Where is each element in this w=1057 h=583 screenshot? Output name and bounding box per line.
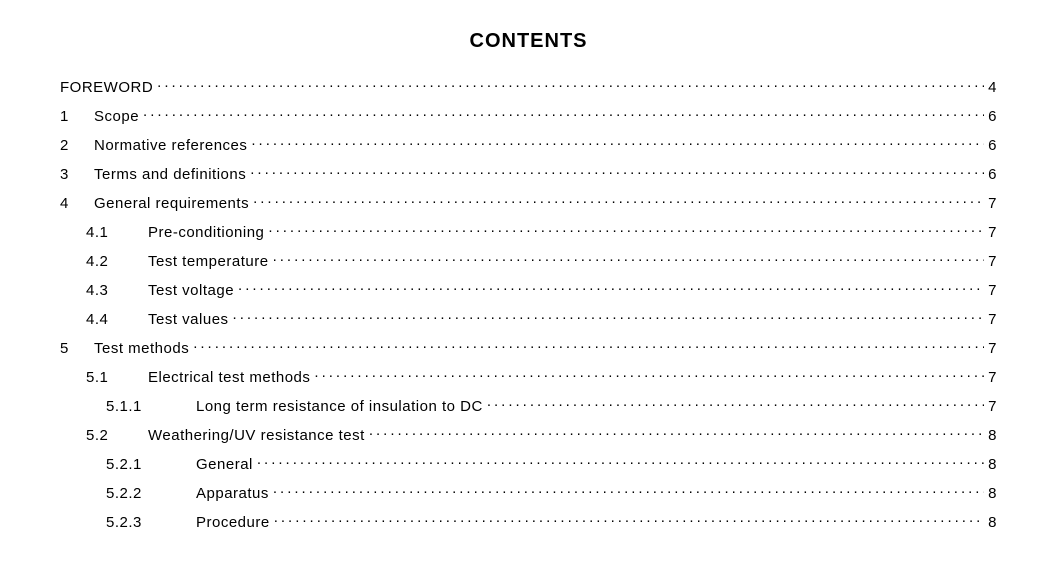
- toc-entry-label: Procedure: [196, 514, 274, 531]
- toc-leader-dots: [193, 338, 984, 353]
- toc-leader-dots: [273, 251, 985, 266]
- toc-entry-page: 6: [984, 137, 997, 154]
- toc-entry: 5.2.1General 8: [60, 454, 997, 473]
- toc-entry: FOREWORD 4: [60, 77, 997, 96]
- toc-entry-page: 7: [984, 282, 997, 299]
- toc-entry-number: 4.3: [86, 282, 148, 299]
- page-title: CONTENTS: [60, 30, 997, 53]
- toc-entry-label: Test voltage: [148, 282, 238, 299]
- toc-entry: 5.2Weathering/UV resistance test 8: [60, 425, 997, 444]
- toc-entry: 2Normative references 6: [60, 135, 997, 154]
- toc-entry-number: 5.2: [86, 427, 148, 444]
- toc-entry-number: 3: [60, 166, 94, 183]
- toc-entry: 4.2Test temperature 7: [60, 251, 997, 270]
- toc-entry-label: Weathering/UV resistance test: [148, 427, 369, 444]
- toc-leader-dots: [314, 367, 984, 382]
- toc-entry-page: 7: [984, 398, 997, 415]
- toc-entry-label: Electrical test methods: [148, 369, 314, 386]
- toc-entry-page: 7: [984, 340, 997, 357]
- toc-leader-dots: [238, 280, 984, 295]
- toc-entry-label: Long term resistance of insulation to DC: [196, 398, 487, 415]
- toc-leader-dots: [268, 222, 984, 237]
- toc-entry-number: 5.1: [86, 369, 148, 386]
- toc-entry-number: 4: [60, 195, 94, 212]
- toc-entry-page: 6: [984, 166, 997, 183]
- toc-leader-dots: [369, 425, 984, 440]
- toc-entry-number: 5.2.1: [106, 456, 196, 473]
- toc-leader-dots: [143, 106, 984, 121]
- toc-entry-page: 8: [984, 485, 997, 502]
- toc-entry-label: General requirements: [94, 195, 253, 212]
- toc-leader-dots: [257, 454, 984, 469]
- toc-entry-number: 2: [60, 137, 94, 154]
- toc-entry-label: General: [196, 456, 257, 473]
- toc-entry: 5.2.3Procedure 8: [60, 512, 997, 531]
- toc-entry: 5.2.2Apparatus 8: [60, 483, 997, 502]
- toc-entry-label: Apparatus: [196, 485, 273, 502]
- toc-leader-dots: [157, 77, 984, 92]
- toc-leader-dots: [250, 164, 984, 179]
- toc-entry-page: 8: [984, 427, 997, 444]
- toc-entry: 5Test methods 7: [60, 338, 997, 357]
- toc-leader-dots: [487, 396, 984, 411]
- toc-entry-label: Normative references: [94, 137, 251, 154]
- toc-leader-dots: [233, 309, 985, 324]
- toc-entry-label: Terms and definitions: [94, 166, 250, 183]
- toc-entry: 4.4Test values 7: [60, 309, 997, 328]
- toc-entry-label: Test methods: [94, 340, 193, 357]
- toc-leader-dots: [251, 135, 984, 150]
- toc-leader-dots: [253, 193, 984, 208]
- toc-entry: 3Terms and definitions 6: [60, 164, 997, 183]
- toc-entry-page: 8: [984, 514, 997, 531]
- toc-leader-dots: [274, 512, 984, 527]
- toc-entry-page: 7: [984, 195, 997, 212]
- table-of-contents: FOREWORD41Scope62Normative references63T…: [60, 77, 997, 531]
- toc-entry: 5.1.1Long term resistance of insulation …: [60, 396, 997, 415]
- toc-entry: 1Scope 6: [60, 106, 997, 125]
- toc-entry-label: FOREWORD: [60, 79, 157, 96]
- toc-entry: 4.1Pre-conditioning 7: [60, 222, 997, 241]
- toc-entry-label: Test values: [148, 311, 233, 328]
- toc-entry-page: 8: [984, 456, 997, 473]
- toc-entry-number: 5: [60, 340, 94, 357]
- toc-entry: 4General requirements 7: [60, 193, 997, 212]
- toc-entry-page: 6: [984, 108, 997, 125]
- toc-entry-label: Pre-conditioning: [148, 224, 268, 241]
- toc-entry-number: 1: [60, 108, 94, 125]
- toc-entry-page: 7: [984, 311, 997, 328]
- toc-entry-number: 4.4: [86, 311, 148, 328]
- toc-entry-page: 7: [984, 369, 997, 386]
- toc-entry-number: 5.2.2: [106, 485, 196, 502]
- toc-entry-number: 4.2: [86, 253, 148, 270]
- toc-entry-page: 7: [984, 224, 997, 241]
- toc-entry-number: 4.1: [86, 224, 148, 241]
- toc-entry-page: 7: [984, 253, 997, 270]
- toc-entry-number: 5.1.1: [106, 398, 196, 415]
- toc-entry-label: Test temperature: [148, 253, 273, 270]
- toc-entry: 4.3Test voltage 7: [60, 280, 997, 299]
- toc-entry: 5.1Electrical test methods 7: [60, 367, 997, 386]
- toc-entry-page: 4: [984, 79, 997, 96]
- toc-entry-label: Scope: [94, 108, 143, 125]
- toc-entry-number: 5.2.3: [106, 514, 196, 531]
- toc-leader-dots: [273, 483, 984, 498]
